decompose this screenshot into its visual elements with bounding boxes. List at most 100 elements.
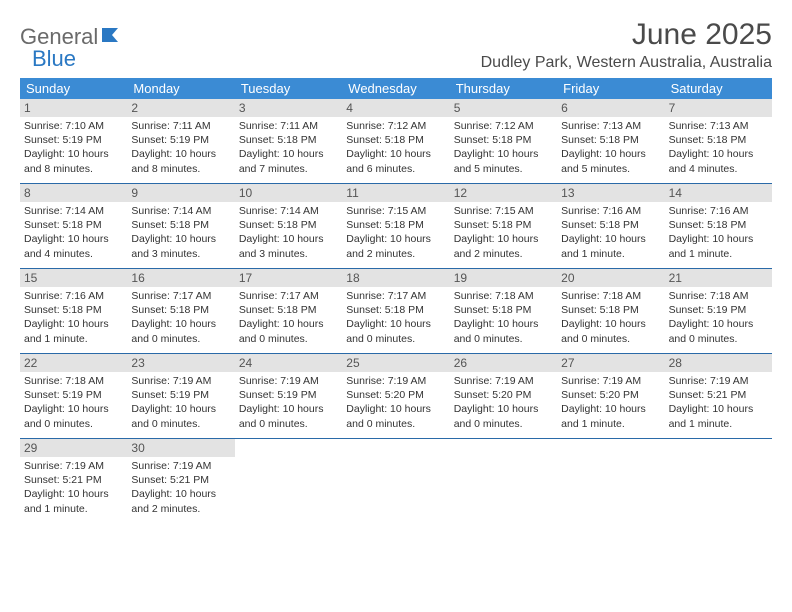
daylight-text: Daylight: 10 hours	[346, 232, 445, 246]
daylight-text: and 3 minutes.	[131, 247, 230, 261]
day-info: Sunrise: 7:19 AMSunset: 5:21 PMDaylight:…	[131, 459, 230, 516]
daylight-text: Daylight: 10 hours	[669, 232, 768, 246]
daylight-text: Daylight: 10 hours	[346, 317, 445, 331]
sunrise-text: Sunrise: 7:18 AM	[669, 289, 768, 303]
daylight-text: and 8 minutes.	[24, 162, 123, 176]
day-info: Sunrise: 7:19 AMSunset: 5:20 PMDaylight:…	[561, 374, 660, 431]
daylight-text: and 4 minutes.	[669, 162, 768, 176]
day-cell: 24Sunrise: 7:19 AMSunset: 5:19 PMDayligh…	[235, 354, 342, 438]
daylight-text: and 0 minutes.	[24, 417, 123, 431]
title-block: June 2025 Dudley Park, Western Australia…	[481, 18, 772, 72]
day-info: Sunrise: 7:19 AMSunset: 5:20 PMDaylight:…	[346, 374, 445, 431]
day-number: 9	[127, 184, 234, 202]
empty-cell	[450, 439, 557, 523]
day-cell: 18 Sunrise: 7:17 AMSunset: 5:18 PMDayligh…	[342, 269, 449, 353]
daylight-text: Daylight: 10 hours	[561, 232, 660, 246]
week-row: 15Sunrise: 7:16 AMSunset: 5:18 PMDayligh…	[20, 269, 772, 354]
day-cell: 28 Sunrise: 7:19 AMSunset: 5:21 PMDayligh…	[665, 354, 772, 438]
day-info: Sunrise: 7:15 AMSunset: 5:18 PMDaylight:…	[346, 204, 445, 261]
week-row: 8Sunrise: 7:14 AMSunset: 5:18 PMDaylight…	[20, 184, 772, 269]
day-number: 5	[450, 99, 557, 117]
daylight-text: Daylight: 10 hours	[131, 232, 230, 246]
daylight-text: Daylight: 10 hours	[669, 147, 768, 161]
day-cell: 6Sunrise: 7:13 AMSunset: 5:18 PMDaylight…	[557, 99, 664, 183]
daylight-text: and 0 minutes.	[239, 332, 338, 346]
daylight-text: and 2 minutes.	[131, 502, 230, 516]
day-cell: 27Sunrise: 7:19 AMSunset: 5:20 PMDayligh…	[557, 354, 664, 438]
day-number: 23	[127, 354, 234, 372]
day-number: 16	[127, 269, 234, 287]
daylight-text: and 0 minutes.	[346, 332, 445, 346]
daylight-text: and 0 minutes.	[131, 417, 230, 431]
sunrise-text: Sunrise: 7:18 AM	[561, 289, 660, 303]
day-info: Sunrise: 7:14 AMSunset: 5:18 PMDaylight:…	[24, 204, 123, 261]
sunrise-text: Sunrise: 7:15 AM	[454, 204, 553, 218]
sunrise-text: Sunrise: 7:12 AM	[346, 119, 445, 133]
day-number: 10	[235, 184, 342, 202]
day-cell: 23 Sunrise: 7:19 AMSunset: 5:19 PMDayligh…	[127, 354, 234, 438]
day-cell: 12Sunrise: 7:15 AMSunset: 5:18 PMDayligh…	[450, 184, 557, 268]
day-info: Sunrise: 7:11 AMSunset: 5:18 PMDaylight:…	[239, 119, 338, 176]
day-info: Sunrise: 7:16 AMSunset: 5:18 PMDaylight:…	[669, 204, 768, 261]
weekday-header: Monday	[127, 78, 234, 99]
day-cell: 26Sunrise: 7:19 AMSunset: 5:20 PMDayligh…	[450, 354, 557, 438]
day-info: Sunrise: 7:17 AMSunset: 5:18 PMDaylight:…	[346, 289, 445, 346]
flag-icon	[102, 26, 124, 49]
day-info: Sunrise: 7:13 AMSunset: 5:18 PMDaylight:…	[561, 119, 660, 176]
daylight-text: and 0 minutes.	[454, 332, 553, 346]
day-cell: 13Sunrise: 7:16 AMSunset: 5:18 PMDayligh…	[557, 184, 664, 268]
daylight-text: and 0 minutes.	[239, 417, 338, 431]
sunrise-text: Sunrise: 7:10 AM	[24, 119, 123, 133]
sunset-text: Sunset: 5:19 PM	[669, 303, 768, 317]
sunset-text: Sunset: 5:18 PM	[454, 218, 553, 232]
sunrise-text: Sunrise: 7:13 AM	[669, 119, 768, 133]
daylight-text: Daylight: 10 hours	[131, 487, 230, 501]
day-cell: 29Sunrise: 7:19 AMSunset: 5:21 PMDayligh…	[20, 439, 127, 523]
day-info: Sunrise: 7:14 AMSunset: 5:18 PMDaylight:…	[239, 204, 338, 261]
day-cell: 17Sunrise: 7:17 AMSunset: 5:18 PMDayligh…	[235, 269, 342, 353]
daylight-text: and 0 minutes.	[669, 332, 768, 346]
weekday-header: Saturday	[665, 78, 772, 99]
day-cell: 2Sunrise: 7:11 AMSunset: 5:19 PMDaylight…	[127, 99, 234, 183]
day-number: 30	[127, 439, 234, 457]
day-number: 19	[450, 269, 557, 287]
day-number: 28	[665, 354, 772, 372]
daylight-text: and 1 minute.	[561, 417, 660, 431]
daylight-text: and 2 minutes.	[346, 247, 445, 261]
sunset-text: Sunset: 5:18 PM	[239, 133, 338, 147]
daylight-text: Daylight: 10 hours	[131, 402, 230, 416]
daylight-text: Daylight: 10 hours	[454, 147, 553, 161]
daylight-text: and 8 minutes.	[131, 162, 230, 176]
daylight-text: and 0 minutes.	[454, 417, 553, 431]
daylight-text: and 0 minutes.	[561, 332, 660, 346]
day-number: 18	[342, 269, 449, 287]
day-number: 29	[20, 439, 127, 457]
day-info: Sunrise: 7:19 AMSunset: 5:19 PMDaylight:…	[239, 374, 338, 431]
day-info: Sunrise: 7:19 AMSunset: 5:21 PMDaylight:…	[669, 374, 768, 431]
weekday-header: Sunday	[20, 78, 127, 99]
day-info: Sunrise: 7:19 AMSunset: 5:20 PMDaylight:…	[454, 374, 553, 431]
page: General June 2025 Dudley Park, Western A…	[0, 0, 792, 523]
day-cell: 7Sunrise: 7:13 AMSunset: 5:18 PMDaylight…	[665, 99, 772, 183]
weekday-header: Wednesday	[342, 78, 449, 99]
day-cell: 20Sunrise: 7:18 AMSunset: 5:18 PMDayligh…	[557, 269, 664, 353]
weekday-header: Thursday	[450, 78, 557, 99]
daylight-text: and 4 minutes.	[24, 247, 123, 261]
day-cell: 5Sunrise: 7:12 AMSunset: 5:18 PMDaylight…	[450, 99, 557, 183]
logo-word-2-wrap: Blue	[32, 46, 76, 72]
daylight-text: Daylight: 10 hours	[346, 402, 445, 416]
day-cell: 22Sunrise: 7:18 AMSunset: 5:19 PMDayligh…	[20, 354, 127, 438]
sunrise-text: Sunrise: 7:14 AM	[239, 204, 338, 218]
sunset-text: Sunset: 5:18 PM	[561, 133, 660, 147]
sunrise-text: Sunrise: 7:18 AM	[24, 374, 123, 388]
logo-word-2: Blue	[32, 46, 76, 71]
day-cell: 19Sunrise: 7:18 AMSunset: 5:18 PMDayligh…	[450, 269, 557, 353]
empty-cell	[557, 439, 664, 523]
day-info: Sunrise: 7:19 AMSunset: 5:19 PMDaylight:…	[131, 374, 230, 431]
sunrise-text: Sunrise: 7:19 AM	[454, 374, 553, 388]
weekday-header: Tuesday	[235, 78, 342, 99]
sunrise-text: Sunrise: 7:17 AM	[239, 289, 338, 303]
day-number: 25	[342, 354, 449, 372]
day-cell: 30 Sunrise: 7:19 AMSunset: 5:21 PMDayligh…	[127, 439, 234, 523]
day-number: 21	[665, 269, 772, 287]
